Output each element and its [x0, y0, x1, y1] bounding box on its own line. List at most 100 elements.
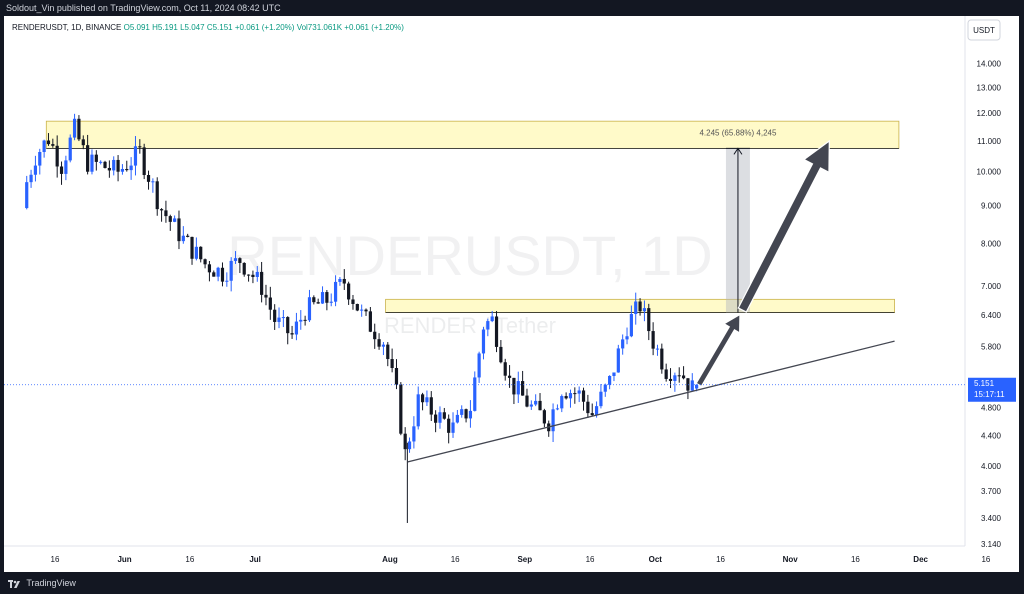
candle-down	[273, 309, 277, 322]
candle-down	[447, 418, 451, 433]
candle-up	[381, 344, 386, 347]
candle-down	[420, 394, 425, 403]
candle-up	[29, 174, 33, 183]
time-tick-label: 16	[51, 555, 60, 564]
candle-down	[177, 218, 181, 242]
candle-down	[125, 168, 129, 171]
time-tick-label: Aug	[382, 555, 398, 564]
candle-down	[142, 147, 146, 176]
candle-up	[599, 391, 603, 407]
candle-down	[573, 393, 577, 395]
candle-down	[521, 381, 525, 396]
candle-down	[390, 359, 394, 369]
candle-down	[373, 331, 377, 340]
candle-up	[68, 137, 72, 161]
candle-up	[151, 181, 155, 183]
candle-up	[72, 118, 77, 138]
price-tick-label: 13.000	[977, 83, 1002, 92]
price-tick-label: 8.000	[981, 239, 1002, 248]
candle-down	[264, 294, 268, 298]
time-tick-label: 16	[586, 555, 595, 564]
footer-bar: TradingView	[0, 572, 1024, 594]
time-tick-label: 16	[716, 555, 725, 564]
candle-up	[690, 380, 694, 391]
candle-down	[668, 378, 673, 381]
candle-up	[173, 218, 177, 222]
candle-down	[186, 235, 190, 237]
time-tick-label: Oct	[649, 555, 663, 564]
candle-up	[642, 308, 647, 312]
candle-down	[238, 258, 242, 263]
candle-up	[425, 397, 429, 403]
candle-up	[481, 329, 486, 354]
overlays-layer	[407, 139, 895, 463]
candle-up	[625, 336, 629, 340]
candle-down	[286, 317, 290, 334]
candle-down	[368, 311, 372, 332]
candle-down	[377, 339, 381, 347]
symbol-label[interactable]: RENDERUSDT, 1D, BINANCE	[12, 23, 122, 32]
candle-up	[629, 314, 633, 337]
candle-down	[312, 297, 316, 303]
symbol-info-bar: RENDERUSDT, 1D, BINANCE O5.091 H5.191 L5…	[12, 23, 404, 32]
candle-up	[38, 152, 42, 166]
tradingview-logo-icon	[8, 579, 20, 588]
currency-button[interactable]: USDT	[967, 19, 1001, 41]
candle-countdown: 15:17:11	[974, 390, 1005, 399]
candle-up	[229, 260, 233, 281]
candles-layer	[25, 113, 699, 523]
candle-down	[46, 140, 51, 145]
time-axis[interactable]: 16 Jun 16 Jul Aug 16 Sep 16 Oct 16 Nov 16 Dec 16	[51, 555, 991, 564]
candle-down	[342, 278, 346, 284]
time-tick-label: Nov	[783, 555, 799, 564]
candle-down	[260, 271, 264, 295]
price-tick-label: 9.000	[981, 201, 1002, 210]
candle-up	[477, 353, 481, 378]
candle-up	[616, 348, 620, 373]
candle-down	[251, 274, 255, 278]
candle-down	[581, 390, 586, 402]
price-axis[interactable]: 14.000 13.000 12.000 11.000 10.000 9.000 8.000…	[977, 60, 1002, 549]
candle-down	[442, 412, 446, 419]
candle-up	[634, 301, 638, 315]
candle-down	[564, 396, 568, 399]
candle-up	[129, 165, 133, 171]
candle-down	[347, 283, 351, 300]
candle-down	[499, 346, 503, 363]
candle-down	[325, 292, 329, 303]
breakout-arrow	[695, 313, 741, 388]
candle-down	[303, 319, 307, 321]
measure-label: 4.245 (65.88%) 4,245	[699, 128, 776, 137]
candle-down	[507, 375, 512, 378]
candle-up	[451, 422, 455, 433]
candle-up	[612, 372, 616, 376]
price-tick-label: 6.400	[981, 311, 1002, 320]
target-arrow	[737, 139, 830, 313]
low-value: L5.047	[180, 23, 205, 32]
candle-down	[203, 259, 207, 265]
candle-down	[59, 166, 64, 174]
watermark-description: RENDER / Tether	[384, 313, 556, 338]
candle-down	[664, 369, 668, 379]
candle-up	[329, 301, 333, 303]
candle-down	[107, 167, 111, 171]
candle-down	[81, 139, 85, 146]
candle-down	[647, 308, 651, 332]
candle-down	[212, 272, 216, 277]
volume-value: Vol731.061K	[296, 23, 343, 32]
candle-up	[42, 140, 46, 153]
high-value: H5.191	[152, 23, 178, 32]
candle-down	[116, 159, 120, 172]
candle-up	[473, 377, 477, 411]
candle-down	[351, 299, 355, 304]
candle-up	[468, 410, 473, 419]
time-tick-label: Jun	[117, 555, 131, 564]
currency-label: USDT	[973, 26, 995, 35]
candle-down	[503, 362, 507, 376]
publisher-line: Soldout_Vin published on TradingView.com…	[6, 3, 281, 13]
candle-up	[120, 168, 125, 172]
candle-down	[494, 316, 499, 347]
candle-up	[568, 393, 573, 399]
candle-up	[216, 267, 220, 277]
